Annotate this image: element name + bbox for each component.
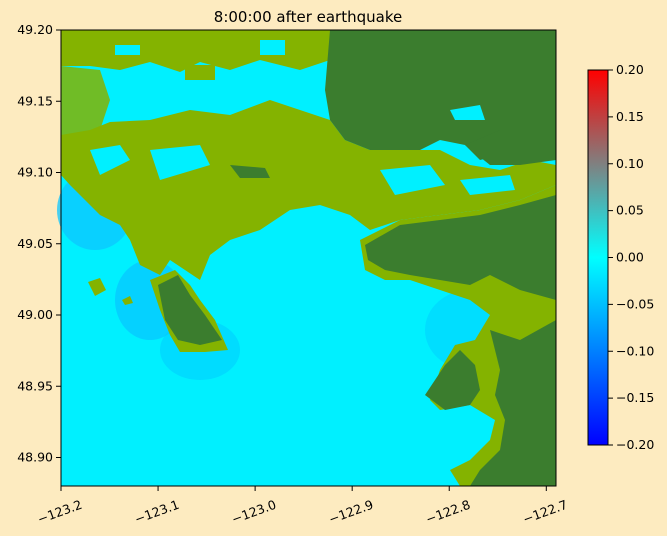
delta-island (88, 278, 106, 296)
colorbar-tick-label: 0.00 (616, 250, 644, 265)
colorbar-tick-label: −0.05 (616, 296, 654, 311)
chart-title: 8:00:00 after earthquake (214, 8, 402, 26)
northeast-highland (325, 30, 556, 160)
x-tick-label: −122.7 (521, 497, 570, 527)
x-tick-label: −123.0 (230, 497, 279, 527)
inland-lake (450, 105, 485, 120)
fraser-delta-lowland (61, 100, 556, 280)
plot-area (57, 30, 556, 486)
colorbar-tick-label: 0.15 (616, 109, 644, 124)
semiahmoo-highland (425, 350, 480, 410)
north-island (185, 65, 215, 80)
plot-frame (60, 29, 557, 487)
delta-channel (150, 145, 210, 180)
colorbar-tick-label: −0.10 (616, 343, 654, 358)
y-tick-label: 49.05 (17, 236, 53, 251)
colorbar-tick-label: −0.20 (616, 437, 654, 452)
river-channel (380, 165, 445, 195)
east-ridge (465, 130, 556, 165)
delta-island-highland (230, 165, 270, 178)
southeast-highland-north (365, 195, 556, 300)
y-tick-label: 49.00 (17, 307, 53, 322)
y-tick-label: 48.90 (17, 450, 53, 465)
delta-channel (90, 145, 130, 175)
y-tick-label: 48.95 (17, 378, 53, 393)
colorbar-tick-label: 0.20 (616, 62, 644, 77)
colorbar-gradient (587, 69, 609, 446)
west-point-land (61, 66, 110, 135)
point-roberts-highland (158, 275, 222, 345)
x-tick-label: −122.8 (424, 497, 473, 527)
y-tick-label: 49.20 (17, 22, 53, 37)
y-axis: 48.90 48.95 49.00 49.05 49.10 49.15 49.20 (17, 22, 61, 465)
southeast-highland-south (470, 320, 556, 486)
x-tick-label: −123.2 (35, 497, 84, 527)
north-water-gap (260, 40, 285, 55)
north-water-gap (115, 45, 140, 55)
x-tick-label: −122.9 (327, 497, 376, 527)
colorbar: −0.20 −0.15 −0.10 −0.05 0.00 0.05 0.10 0.15 0.20 (587, 62, 654, 452)
delta-island (122, 296, 133, 305)
colorbar-tick-label: −0.15 (616, 390, 654, 405)
colorbar-tick-label: 0.05 (616, 203, 644, 218)
x-tick-label: −123.1 (132, 497, 181, 527)
river-channel (460, 175, 515, 195)
x-axis: −123.2 −123.1 −123.0 −122.9 −122.8 −122.7 (35, 486, 569, 527)
y-tick-label: 49.10 (17, 165, 53, 180)
y-tick-label: 49.15 (17, 93, 53, 108)
colorbar-tick-label: 0.10 (616, 156, 644, 171)
